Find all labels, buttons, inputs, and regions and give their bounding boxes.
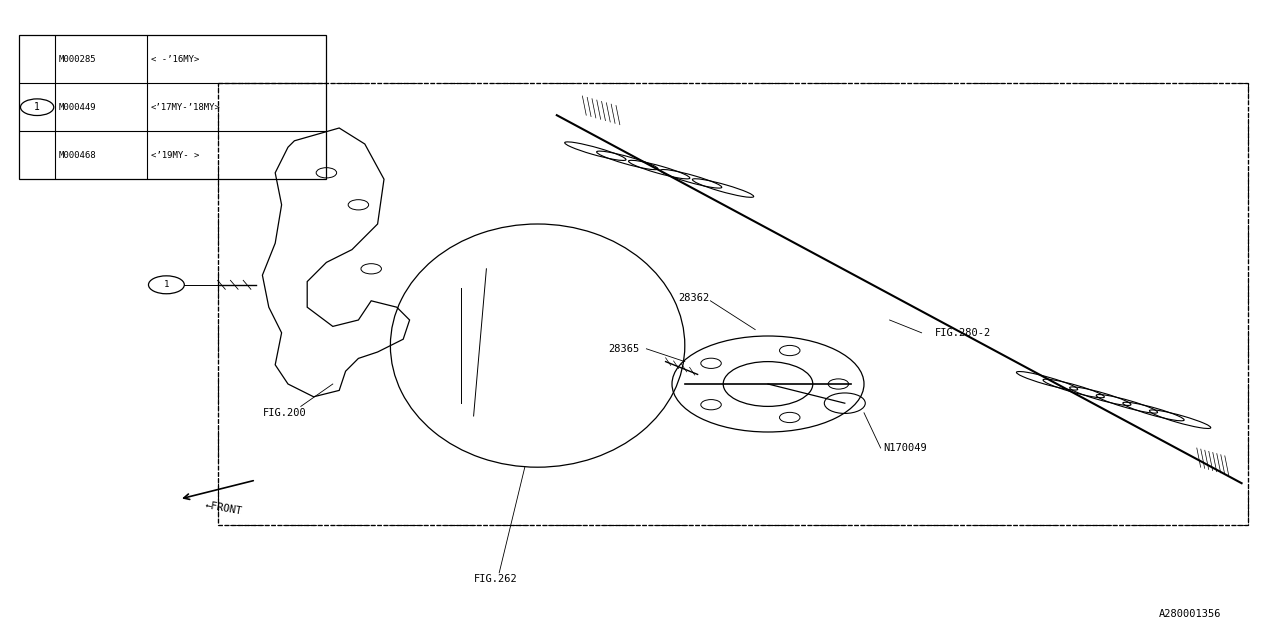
Text: < -’16MY>: < -’16MY>: [151, 54, 200, 64]
Text: <’17MY-’18MY>: <’17MY-’18MY>: [151, 102, 221, 112]
Text: A280001356: A280001356: [1158, 609, 1221, 620]
Text: 28362: 28362: [678, 292, 709, 303]
Text: N170049: N170049: [883, 443, 927, 453]
Text: FIG.280-2: FIG.280-2: [934, 328, 991, 338]
Text: M000285: M000285: [59, 54, 96, 64]
Text: M000468: M000468: [59, 150, 96, 160]
Text: M000449: M000449: [59, 102, 96, 112]
Text: 28365: 28365: [608, 344, 639, 354]
Text: <’19MY- >: <’19MY- >: [151, 150, 200, 160]
Bar: [19, 35, 326, 179]
Text: 1: 1: [35, 102, 40, 112]
Text: FIG.200: FIG.200: [262, 408, 306, 418]
Text: FIG.262: FIG.262: [474, 574, 517, 584]
Text: 1: 1: [164, 280, 169, 289]
Text: ←FRONT: ←FRONT: [205, 500, 243, 517]
